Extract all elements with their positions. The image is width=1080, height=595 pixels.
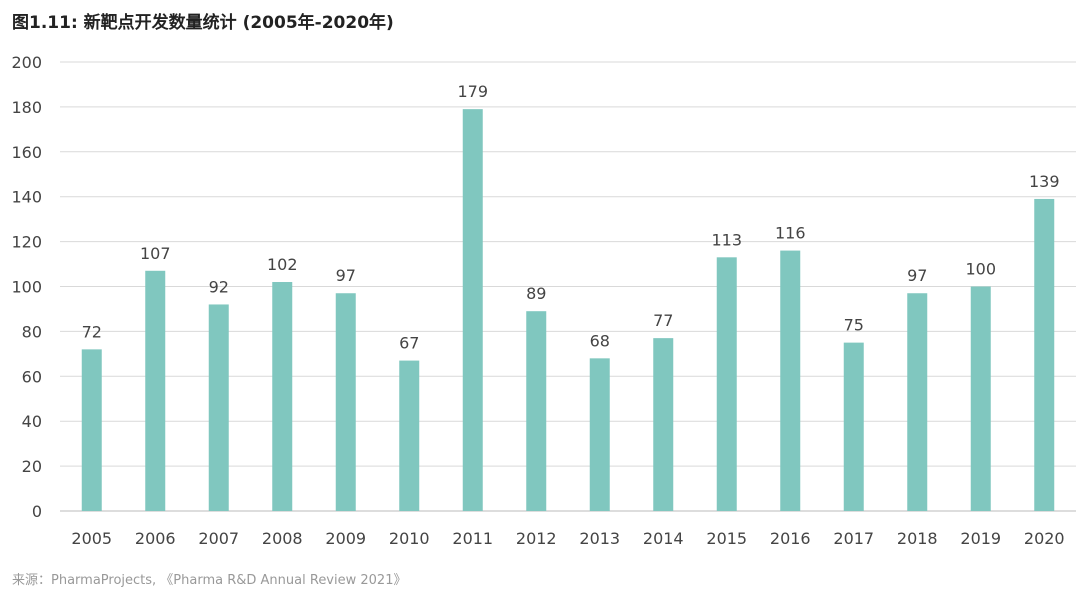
bar-2020 [1034, 198, 1055, 511]
x-tick-label: 2009 [325, 529, 366, 548]
bar-2006 [145, 270, 166, 511]
x-tick-label: 2008 [262, 529, 303, 548]
chart-source: 来源：PharmaProjects, 《Pharma R&D Annual Re… [12, 573, 407, 588]
data-label: 89 [526, 284, 546, 303]
bar-2015 [716, 257, 737, 511]
data-label: 75 [844, 316, 864, 335]
data-label: 72 [82, 322, 102, 341]
bar-2009 [335, 293, 356, 511]
bar-2014 [653, 338, 674, 511]
data-label: 139 [1029, 172, 1060, 191]
data-label: 77 [653, 311, 673, 330]
data-label: 97 [907, 266, 927, 285]
bar-2011 [462, 109, 483, 512]
bar-2013 [589, 358, 610, 511]
bar-2016 [780, 250, 801, 511]
x-tick-label: 2011 [452, 529, 493, 548]
x-tick-label: 2006 [135, 529, 176, 548]
y-tick-label: 120 [11, 233, 42, 252]
data-label: 179 [457, 82, 488, 101]
data-label: 67 [399, 334, 419, 353]
y-tick-label: 160 [11, 143, 42, 162]
y-tick-label: 0 [32, 502, 42, 521]
x-tick-label: 2007 [198, 529, 239, 548]
bar-2018 [907, 293, 928, 511]
x-tick-label: 2013 [579, 529, 620, 548]
data-label: 102 [267, 255, 298, 274]
data-label: 116 [775, 224, 806, 243]
x-tick-label: 2016 [770, 529, 811, 548]
data-label: 92 [209, 277, 229, 296]
bar-2010 [399, 360, 420, 511]
x-tick-label: 2018 [897, 529, 938, 548]
y-tick-label: 180 [11, 98, 42, 117]
data-label: 100 [965, 260, 996, 279]
bar-2017 [843, 342, 864, 511]
data-label: 68 [590, 331, 610, 350]
x-tick-label: 2012 [516, 529, 557, 548]
y-tick-label: 100 [11, 278, 42, 297]
x-tick-label: 2020 [1024, 529, 1065, 548]
data-label: 97 [336, 266, 356, 285]
x-tick-label: 2017 [833, 529, 874, 548]
bar-2005 [81, 349, 102, 511]
x-tick-label: 2019 [960, 529, 1001, 548]
data-label: 107 [140, 244, 171, 263]
x-tick-label: 2010 [389, 529, 430, 548]
x-tick-label: 2014 [643, 529, 684, 548]
y-tick-label: 200 [11, 53, 42, 72]
bar-2007 [208, 304, 229, 511]
data-label: 113 [711, 230, 742, 249]
y-tick-label: 40 [22, 412, 42, 431]
x-tick-label: 2005 [71, 529, 112, 548]
y-tick-label: 80 [22, 322, 42, 341]
y-tick-label: 20 [22, 457, 42, 476]
bar-2012 [526, 311, 547, 511]
chart-title: 图1.11: 新靶点开发数量统计 (2005年-2020年) [12, 13, 394, 33]
bar-2008 [272, 282, 293, 511]
y-tick-label: 60 [22, 367, 42, 386]
bar-2019 [970, 286, 991, 511]
y-tick-label: 140 [11, 188, 42, 207]
x-tick-label: 2015 [706, 529, 747, 548]
